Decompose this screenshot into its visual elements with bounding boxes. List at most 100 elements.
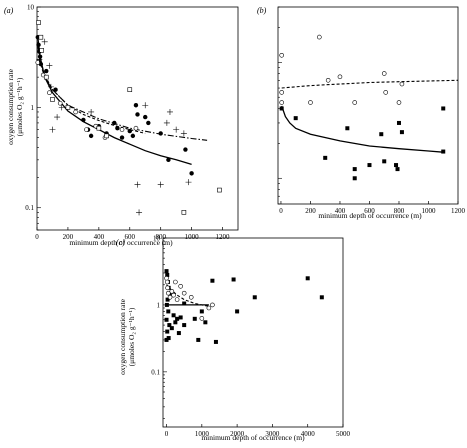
point-open-circle-a [119, 127, 125, 132]
point-plus-a [49, 126, 56, 133]
point-open-circle-c [181, 290, 187, 296]
fit-curve-dashed-b [281, 79, 459, 89]
point-filled-square-c [192, 316, 197, 321]
point-filled-square-b [367, 163, 372, 168]
point-open-circle-c [206, 305, 212, 311]
point-open-circle-c [169, 288, 175, 294]
point-plus-a [54, 114, 61, 121]
point-filled-square-b [352, 176, 357, 181]
point-filled-circle-a [143, 114, 148, 120]
point-filled-square-c [319, 295, 324, 300]
point-open-circle-b [383, 90, 389, 95]
x-tick-label-b: 1000 [421, 207, 436, 215]
point-filled-circle-a [44, 68, 49, 74]
point-filled-circle-a [36, 42, 41, 48]
point-filled-circle-a [88, 133, 94, 139]
point-open-circle-b [352, 100, 358, 105]
point-filled-square-c [173, 320, 178, 325]
point-open-circle-a [133, 125, 139, 131]
point-open-square-a [127, 87, 133, 92]
point-open-circle-a [73, 109, 78, 115]
point-open-square-a [38, 34, 44, 40]
x-tick-label-b: 1200 [451, 207, 466, 215]
x-tick-label-a: 0 [35, 233, 39, 241]
point-open-circle-a [35, 60, 41, 65]
point-open-circle-c [165, 285, 170, 291]
point-filled-square-c [164, 337, 169, 342]
point-filled-circle-a [37, 54, 43, 59]
point-plus-a [36, 56, 43, 63]
point-filled-circle-a [183, 147, 188, 152]
y-tick-label-c: 0.1 [151, 368, 160, 376]
point-plus-a [46, 62, 53, 69]
point-filled-circle-a [189, 171, 194, 176]
y-tick-label-a: 0.1 [25, 204, 34, 212]
point-filled-square-c [235, 309, 240, 314]
panel-b: (b) minimum depth of occurrence (m) 0 200… [257, 6, 466, 220]
point-open-square-a [65, 105, 71, 110]
point-open-circle-a [57, 100, 63, 106]
x-tick-label-c: 0 [165, 430, 169, 438]
fit-curve-dash-dot-a [37, 46, 208, 141]
point-plus-a [88, 108, 95, 115]
point-filled-square-b [399, 130, 404, 135]
point-open-square-a [181, 210, 187, 215]
x-axis-label-b: minimum depth of occurrence (m) [318, 211, 422, 220]
point-filled-square-b [293, 116, 298, 121]
point-filled-square-c [199, 309, 204, 314]
point-filled-square-c [166, 309, 171, 314]
point-filled-square-c [213, 339, 218, 344]
point-filled-circle-a [119, 135, 125, 140]
point-filled-square-c [165, 273, 170, 278]
x-tick-label-a: 800 [155, 233, 166, 241]
x-tick-label-a: 400 [94, 233, 105, 241]
point-plus-a [157, 181, 164, 188]
y-tick-label-c: 10 [153, 235, 161, 243]
x-tick-label-c: 5000 [336, 430, 351, 438]
panel-label-a: (a) [4, 6, 14, 15]
point-open-square-a [96, 125, 102, 131]
point-open-circle-c [178, 283, 183, 289]
x-tick-label-b: 0 [279, 207, 283, 215]
point-open-square-a [39, 48, 44, 53]
point-plus-a [173, 126, 180, 133]
plot-frame-c [162, 237, 344, 428]
point-filled-square-b [395, 167, 400, 172]
point-filled-square-c [176, 331, 181, 336]
point-filled-square-c [171, 313, 176, 318]
point-open-square-a [217, 187, 222, 193]
point-open-circle-b [381, 71, 387, 76]
point-open-square-a [36, 20, 41, 25]
point-filled-square-b [352, 167, 357, 172]
point-filled-square-b [279, 106, 284, 111]
point-plus-a [47, 83, 54, 90]
point-filled-square-c [166, 336, 171, 341]
y-axis-label-a-line2: (μmoles O₂ g⁻¹h⁻¹) [15, 77, 24, 136]
y-tick-label-a: 1 [31, 104, 35, 112]
point-filled-square-b [382, 159, 387, 164]
point-filled-square-c [305, 276, 310, 281]
point-filled-square-b [441, 149, 446, 154]
point-filled-square-c [203, 320, 208, 325]
x-tick-label-c: 3000 [265, 430, 280, 438]
point-filled-square-c [196, 337, 201, 342]
point-open-circle-c [171, 292, 176, 298]
point-open-circle-b [337, 74, 343, 80]
point-plus-a [180, 130, 187, 137]
panel-a: (a) oxygen consumption rate (μmoles O₂ g… [4, 4, 239, 247]
point-open-circle-c [188, 295, 194, 300]
point-plus-a [166, 108, 173, 115]
point-open-square-a [50, 97, 55, 102]
point-open-circle-b [279, 52, 284, 58]
x-tick-label-c: 4000 [301, 430, 316, 438]
point-filled-circle-a [158, 131, 163, 136]
point-filled-square-c [164, 317, 169, 322]
y-axis-label-c-line1: oxygen consumption rate [118, 298, 127, 374]
point-open-square-a [104, 133, 109, 139]
x-axis-label-c: minimum depth of occurrence (m) [201, 433, 305, 442]
x-tick-label-a: 1000 [185, 233, 200, 241]
point-filled-square-c [182, 301, 187, 306]
point-filled-circle-a [115, 126, 120, 131]
point-filled-square-c [210, 278, 215, 283]
